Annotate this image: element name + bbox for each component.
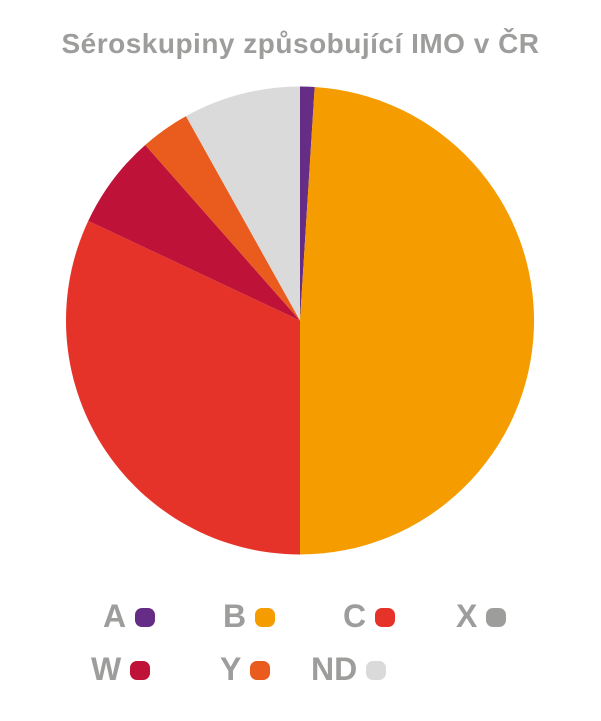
legend-label-y: Y bbox=[220, 651, 242, 687]
legend-label-x: X bbox=[456, 598, 478, 634]
legend-swatch-nd bbox=[366, 660, 387, 680]
legend-label-a: A bbox=[103, 598, 127, 634]
legend-swatch-y bbox=[250, 660, 271, 680]
legend-item-y[interactable]: Y bbox=[220, 651, 271, 687]
legend-swatch-w bbox=[130, 660, 151, 680]
legend-swatch-b bbox=[255, 607, 276, 627]
pie-slice-nd[interactable] bbox=[185, 86, 300, 321]
legend-label-w: W bbox=[91, 651, 122, 687]
pie-slice-w[interactable] bbox=[88, 144, 301, 321]
pie-slice-b[interactable] bbox=[300, 86, 535, 555]
legend-item-c[interactable]: C bbox=[343, 598, 396, 634]
pie-slice-y[interactable] bbox=[145, 116, 300, 321]
pie-slices bbox=[66, 86, 535, 555]
chart-title: Séroskupiny způsobující IMO v ČR bbox=[61, 28, 540, 59]
legend-item-x[interactable]: X bbox=[456, 598, 507, 634]
legend-label-c: C bbox=[343, 598, 367, 634]
legend-item-nd[interactable]: ND bbox=[311, 651, 387, 687]
legend-item-w[interactable]: W bbox=[91, 651, 151, 687]
legend-label-b: B bbox=[223, 598, 247, 634]
legend-item-b[interactable]: B bbox=[223, 598, 276, 634]
legend-swatch-x bbox=[486, 607, 507, 627]
legend-swatch-a bbox=[135, 607, 156, 627]
legend-swatch-c bbox=[375, 607, 396, 627]
pie-slice-a[interactable] bbox=[300, 86, 315, 321]
pie-slice-c[interactable] bbox=[66, 220, 300, 555]
legend-item-a[interactable]: A bbox=[103, 598, 156, 634]
legend-label-nd: ND bbox=[311, 651, 358, 687]
